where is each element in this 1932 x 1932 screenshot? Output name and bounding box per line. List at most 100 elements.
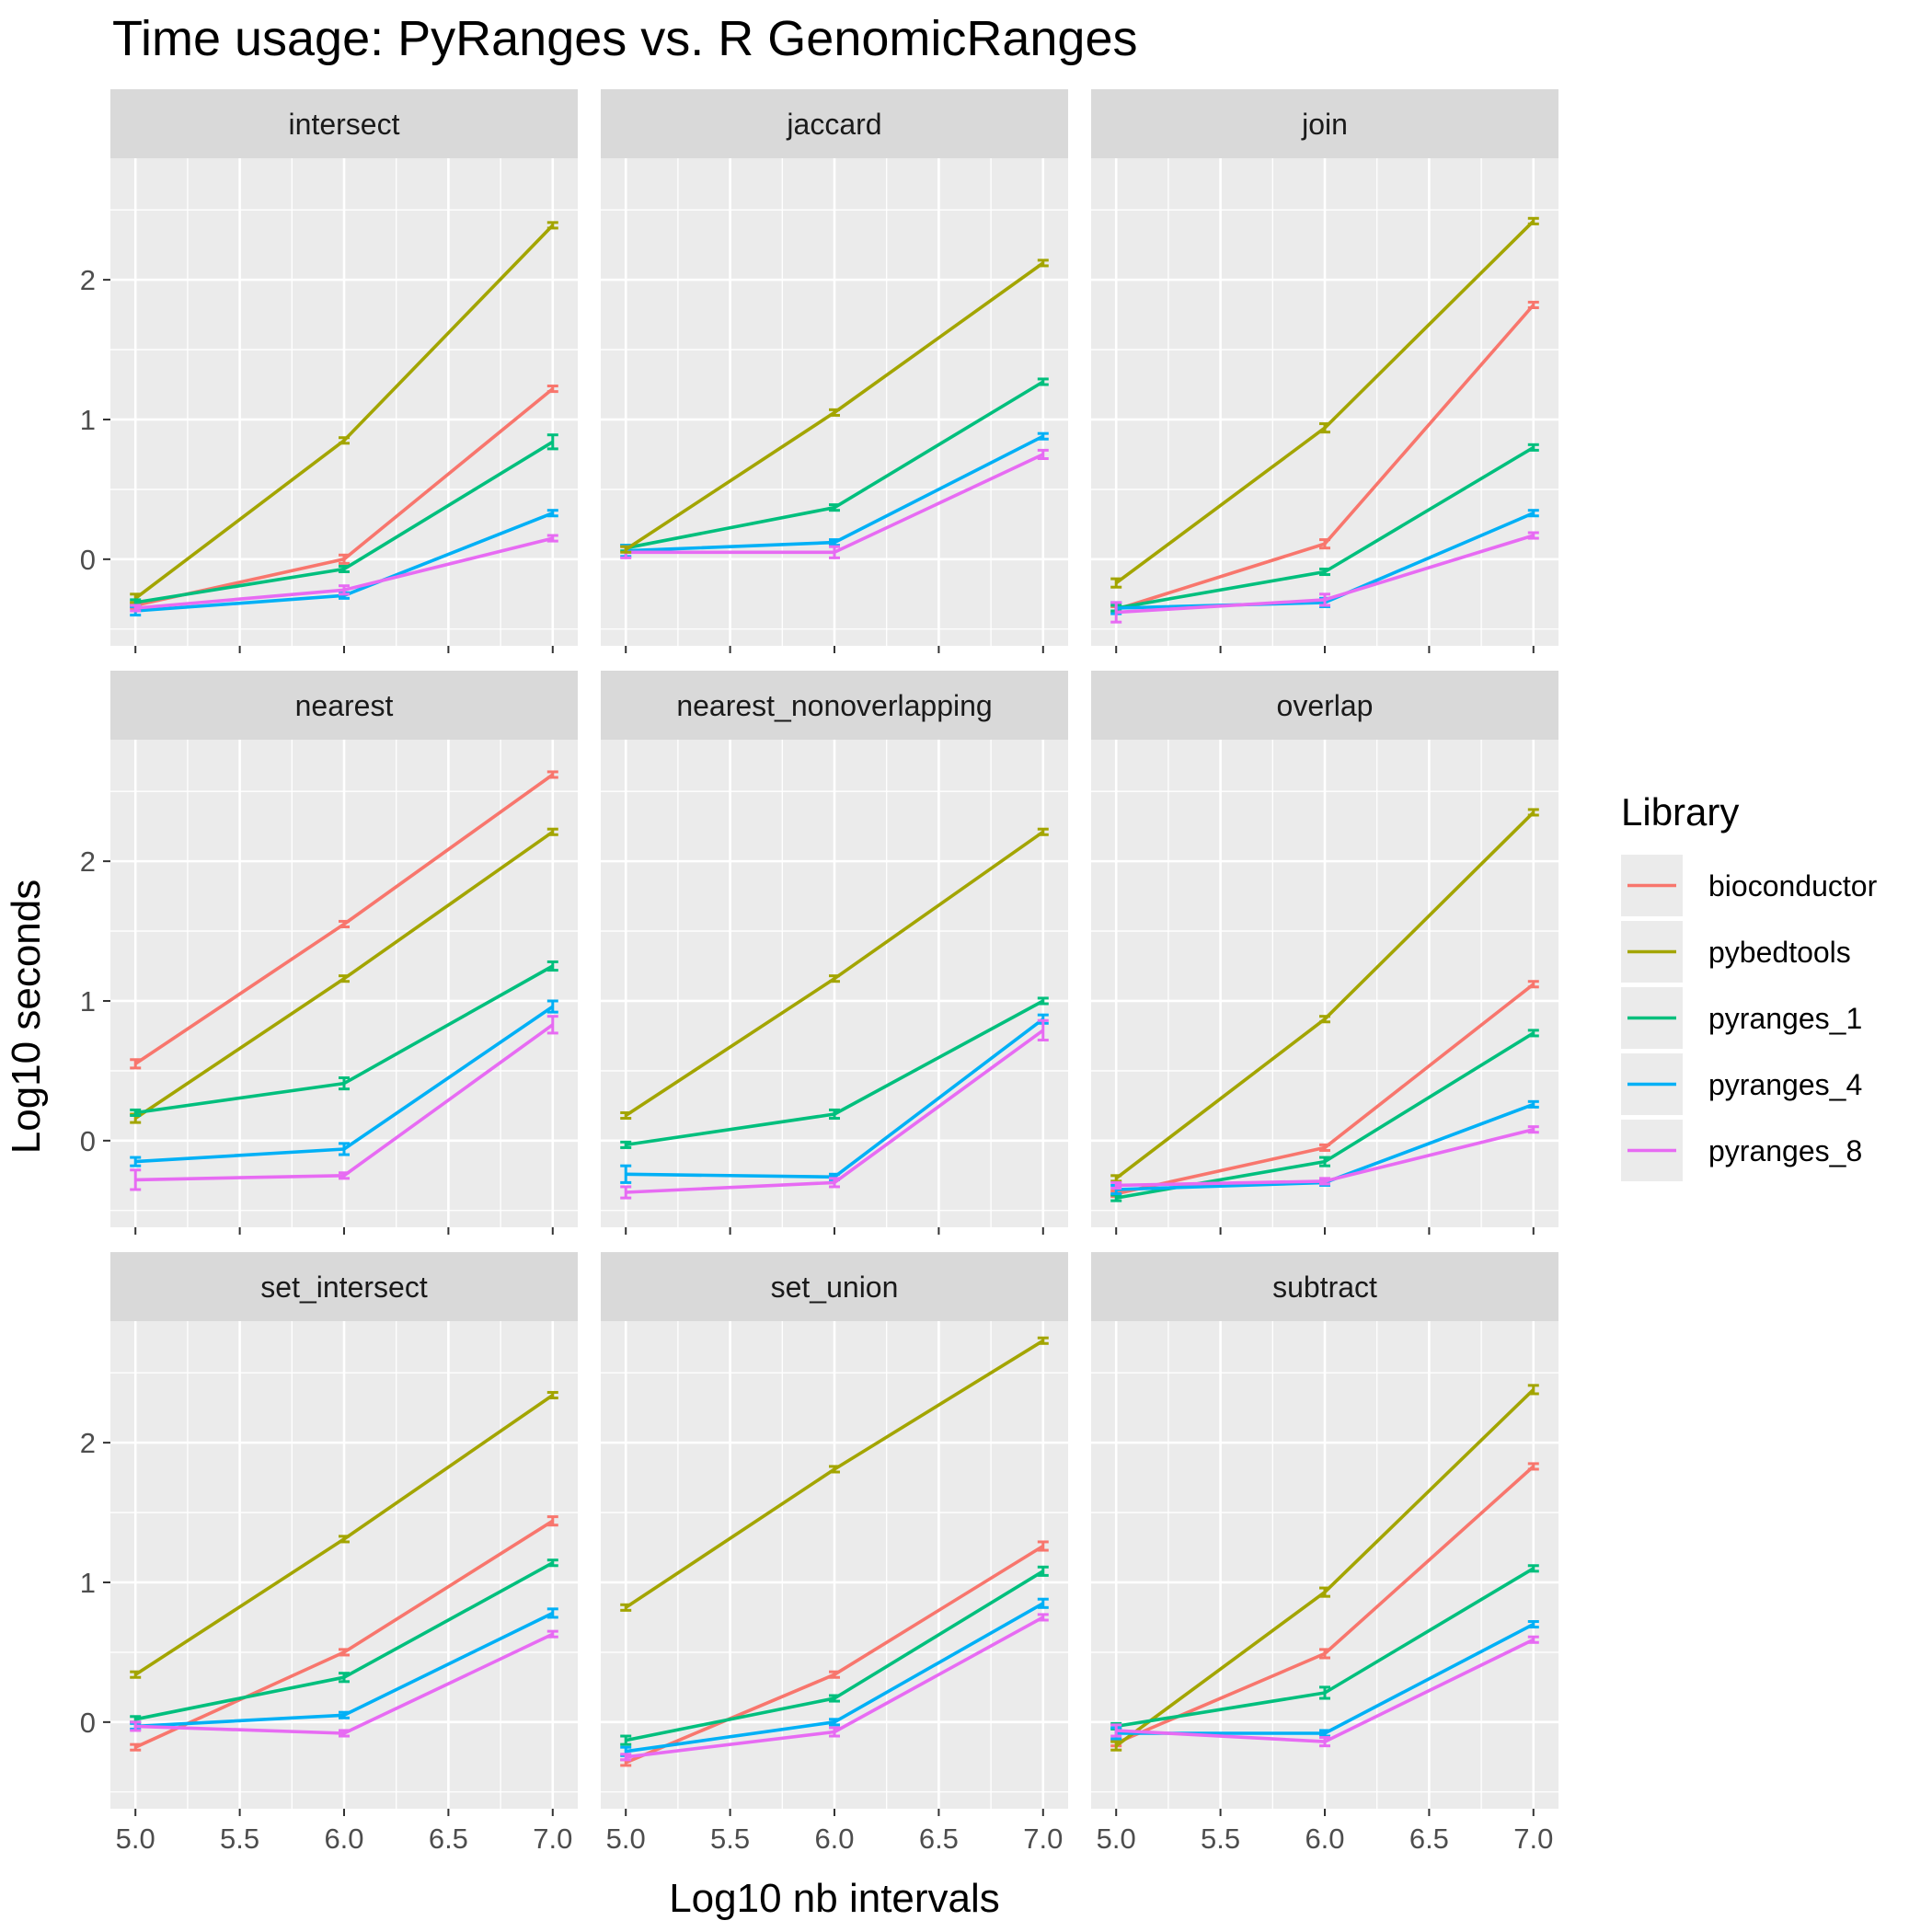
series-pybedtools [620, 827, 1049, 1121]
legend-label: pybedtools [1708, 936, 1851, 969]
error-bar [339, 1142, 350, 1156]
error-bar [546, 960, 558, 972]
series-pyranges_4 [130, 999, 558, 1167]
error-bar [1110, 1180, 1122, 1190]
error-bar [620, 1603, 632, 1612]
x-axis-title: Log10 nb intervals [669, 1876, 1000, 1921]
y-tick-label: 2 [80, 845, 96, 878]
error-bar [1527, 808, 1539, 817]
error-bar [339, 1535, 350, 1544]
error-bar [1037, 1597, 1049, 1609]
error-bar [1527, 1384, 1539, 1396]
error-bar [339, 1648, 350, 1657]
panel-intersect: intersect 0 1 2 [80, 89, 578, 653]
series-pybedtools [130, 221, 558, 604]
x-tick-label: 6.5 [429, 1823, 468, 1855]
error-bar [1527, 300, 1539, 309]
panel-nearest_nonoverlapping: nearest_nonoverlapping [601, 671, 1068, 1235]
series-pyranges_8 [130, 1015, 558, 1191]
error-bar [546, 827, 558, 836]
series-pyranges_1 [130, 960, 558, 1118]
error-bar [1527, 1125, 1539, 1134]
error-bar [339, 919, 350, 928]
error-bar [1037, 448, 1049, 461]
error-bar [339, 1729, 350, 1738]
error-bar [620, 1734, 632, 1746]
error-bar [1319, 1685, 1330, 1700]
error-bar [1110, 1723, 1122, 1738]
error-bar [546, 509, 558, 518]
error-bar [1110, 1740, 1122, 1752]
error-bar [1527, 531, 1539, 540]
x-tick-label: 6.0 [1305, 1823, 1344, 1855]
error-bar [620, 545, 632, 554]
error-bar [1037, 1336, 1049, 1345]
panel-overlap: overlap [1091, 671, 1558, 1235]
panel-set_union: set_union 5.0 5.5 6.0 6.5 7.0 [601, 1252, 1068, 1855]
error-bar [1319, 1729, 1330, 1738]
series-bioconductor [130, 1515, 558, 1752]
error-bar [1319, 1736, 1330, 1748]
error-bar [1319, 1586, 1330, 1598]
series-pyranges_8 [620, 1018, 1049, 1200]
error-bar [546, 1558, 558, 1568]
error-bar [1319, 422, 1330, 434]
facet-strip-label: set_union [771, 1271, 899, 1304]
x-tick-label: 5.0 [1097, 1823, 1136, 1855]
error-bar [546, 534, 558, 543]
y-tick-label: 1 [80, 1567, 96, 1599]
facet-strip-label: set_intersect [260, 1271, 428, 1304]
error-bar [620, 1110, 632, 1121]
error-bar [546, 1515, 558, 1527]
facet-strip-label: overlap [1277, 689, 1374, 722]
error-bar [339, 1710, 350, 1719]
series-pybedtools [130, 827, 558, 1124]
error-bar [620, 1753, 632, 1762]
error-bar [829, 1726, 840, 1738]
error-bar [1319, 1177, 1330, 1186]
error-bar [1037, 259, 1049, 268]
error-bar [1527, 443, 1539, 452]
error-bar [339, 584, 350, 596]
error-bar [1037, 1018, 1049, 1042]
panel-jaccard: jaccard [601, 89, 1068, 653]
error-bar [829, 1670, 840, 1679]
error-bar [1319, 592, 1330, 607]
facet-strip [1091, 1252, 1558, 1321]
y-tick-label: 2 [80, 1427, 96, 1459]
x-tick-label: 5.0 [606, 1823, 646, 1855]
series-pyranges_1 [620, 1565, 1049, 1746]
legend-item-pyranges_1: pyranges_1 [1621, 987, 1862, 1049]
series-pyranges_4 [620, 1013, 1049, 1184]
x-tick-label: 7.0 [533, 1823, 572, 1855]
series-pyranges_1 [130, 433, 558, 607]
panel-subtract: subtract 5.0 5.5 6.0 6.5 7.0 [1091, 1252, 1558, 1855]
x-tick-label: 5.0 [116, 1823, 155, 1855]
error-bar [130, 604, 142, 613]
y-tick-label: 1 [80, 985, 96, 1018]
error-bar [1319, 538, 1330, 550]
series-pybedtools [1110, 808, 1539, 1183]
facet-strip [110, 1252, 578, 1321]
error-bar [339, 564, 350, 574]
error-bar [829, 408, 840, 417]
error-bar [546, 433, 558, 451]
error-bar [1527, 1099, 1539, 1109]
error-bar [1527, 1564, 1539, 1573]
error-bar [1110, 1193, 1122, 1202]
error-bar [339, 436, 350, 445]
error-bar [546, 1015, 558, 1035]
series-pyranges_1 [620, 996, 1049, 1149]
error-bar [829, 503, 840, 512]
error-bar [620, 1164, 632, 1184]
legend-item-pyranges_8: pyranges_8 [1621, 1120, 1862, 1181]
facet-strip-label: nearest [295, 689, 394, 722]
panel-nearest: nearest 0 1 2 [80, 671, 578, 1235]
facet-strip-label: subtract [1272, 1271, 1377, 1304]
error-bar [1527, 509, 1539, 518]
series-pyranges_8 [1110, 531, 1539, 624]
facet-strip-label: jaccard [786, 108, 881, 141]
x-tick-label: 6.5 [919, 1823, 959, 1855]
series-pybedtools [620, 1336, 1049, 1612]
series-pyranges_4 [620, 431, 1049, 558]
